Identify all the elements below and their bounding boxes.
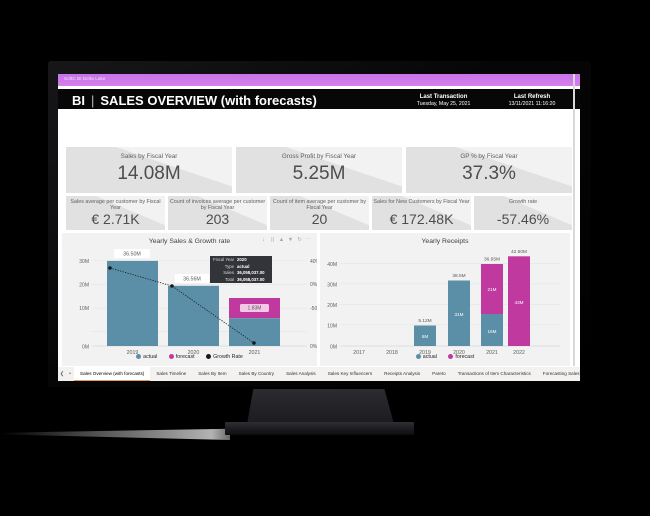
svg-text:5M: 5M — [422, 334, 429, 339]
svg-text:40%: 40% — [310, 259, 317, 265]
svg-text:36.50M: 36.50M — [123, 252, 141, 258]
svg-text:-50%: -50% — [310, 306, 317, 312]
svg-text:30M: 30M — [79, 259, 89, 265]
svg-text:10M: 10M — [79, 306, 89, 312]
svg-text:40M: 40M — [327, 262, 337, 268]
svg-text:0%: 0% — [310, 282, 317, 288]
svg-text:36.5​6M: 36.5​6M — [183, 277, 201, 283]
svg-text:36.65M: 36.65M — [484, 257, 500, 263]
svg-text:0M: 0M — [82, 345, 89, 351]
svg-text:42.50M: 42.50M — [511, 249, 527, 255]
svg-text:20M: 20M — [79, 283, 89, 289]
svg-text:31M: 31M — [455, 312, 464, 317]
svg-text:30M: 30M — [327, 283, 337, 289]
svg-text:38.5M: 38.5M — [452, 273, 465, 279]
svg-text:16M: 16M — [488, 329, 497, 334]
svg-text:21M: 21M — [488, 287, 497, 292]
svg-text:0M: 0M — [330, 345, 337, 351]
svg-text:0%: 0% — [310, 344, 317, 350]
svg-text:43M: 43M — [515, 300, 524, 305]
svg-text:5.12M: 5.12M — [418, 318, 431, 324]
svg-text:20M: 20M — [327, 303, 337, 309]
svg-text:10M: 10M — [327, 324, 337, 330]
svg-text:1.83M: 1.83M — [248, 306, 262, 312]
